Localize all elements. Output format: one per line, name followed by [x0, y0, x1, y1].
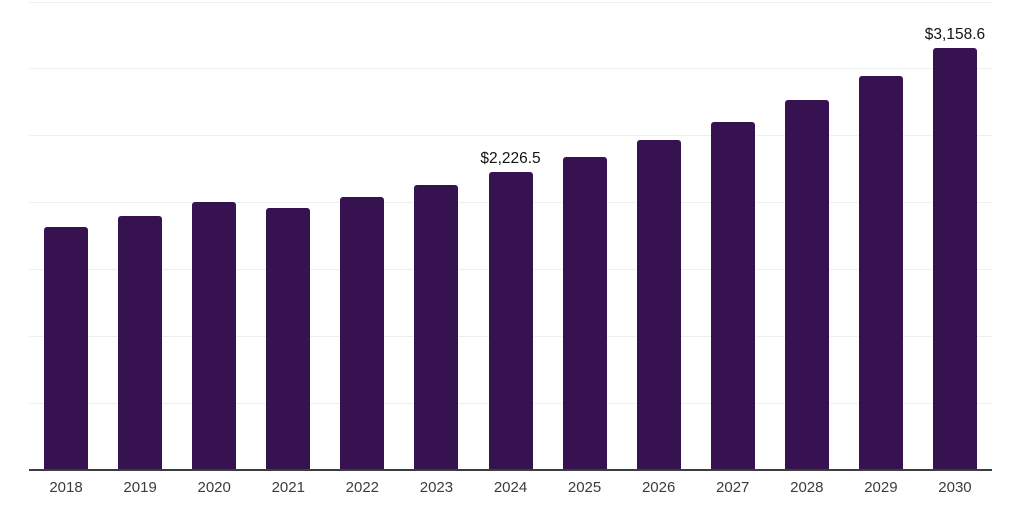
x-tick-label-2024: 2024: [493, 479, 528, 496]
x-tick-label-2022: 2022: [345, 479, 380, 496]
bar-2026: [636, 140, 681, 470]
bar-2029: [858, 76, 903, 470]
x-tick-label-2030: 2030: [938, 479, 972, 496]
gridline-2500: [29, 135, 992, 137]
bar-2023: [414, 185, 459, 470]
bar-2018: [44, 227, 89, 470]
gridline-3500: [29, 1, 992, 3]
x-tick-label-2023: 2023: [419, 479, 454, 496]
bar-2030: [932, 47, 977, 470]
bar-2027: [710, 122, 755, 470]
value-label-2030: $3,158.6: [924, 25, 986, 43]
x-tick-label-2021: 2021: [271, 479, 305, 496]
bar-2021: [266, 207, 311, 470]
x-tick-label-2029: 2029: [864, 479, 898, 496]
x-tick-label-2026: 2026: [641, 479, 676, 496]
bar-2028: [784, 100, 829, 470]
bar-2022: [340, 197, 385, 470]
x-tick-label-2025: 2025: [567, 479, 602, 496]
x-tick-label-2027: 2027: [716, 479, 750, 496]
x-axis-line: [29, 469, 992, 471]
x-tick-label-2020: 2020: [197, 479, 231, 496]
value-label-2024: $2,226.5: [480, 150, 541, 168]
bar-2025: [562, 157, 607, 470]
x-tick-label-2028: 2028: [790, 479, 824, 496]
bar-2024: [488, 172, 533, 470]
gridline-3000: [29, 68, 992, 70]
bar-2019: [118, 215, 163, 470]
x-tick-label-2019: 2019: [123, 479, 157, 496]
x-tick-label-2018: 2018: [49, 479, 83, 496]
bar-2020: [192, 201, 237, 470]
